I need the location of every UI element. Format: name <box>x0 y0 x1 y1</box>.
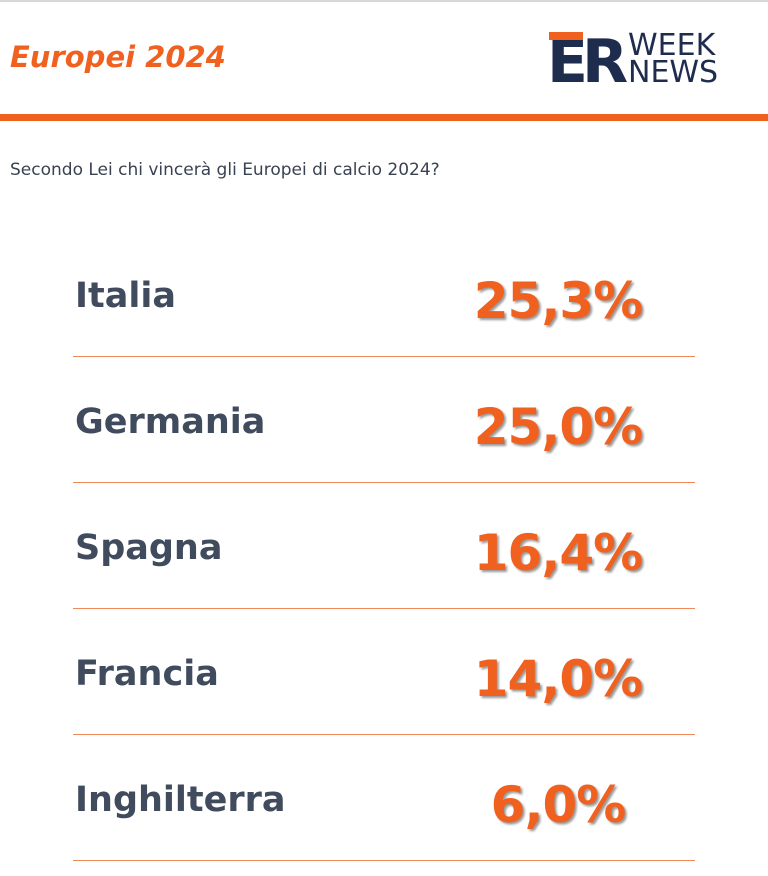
row: Spagna 16,4% <box>73 482 695 609</box>
question: Secondo Lei chi vincerà gli Europei di c… <box>10 160 440 180</box>
percentage: 16,4% <box>473 524 643 582</box>
percentage: 6,0% <box>490 776 627 834</box>
logo: ER WEEK NEWS <box>547 27 718 88</box>
percentage: 25,0% <box>473 398 643 456</box>
title: Europei 2024 <box>10 40 226 74</box>
logo-week: WEEK <box>628 28 717 63</box>
country: Inghilterra <box>75 780 286 820</box>
logo-accent <box>549 32 583 40</box>
row: Francia 14,0% <box>73 608 695 735</box>
row: Inghilterra 6,0% <box>73 734 695 861</box>
row: Germania 25,0% <box>73 356 695 483</box>
country: Germania <box>75 402 266 442</box>
row: Italia 25,3% <box>73 230 695 357</box>
top-border <box>0 0 768 2</box>
percentage: 14,0% <box>473 650 643 708</box>
percentage: 25,3% <box>473 272 643 330</box>
country: Italia <box>75 276 176 316</box>
country: Francia <box>75 654 219 694</box>
country: Spagna <box>75 528 223 568</box>
logo-news: NEWS <box>628 55 718 88</box>
header-bar <box>0 114 768 121</box>
